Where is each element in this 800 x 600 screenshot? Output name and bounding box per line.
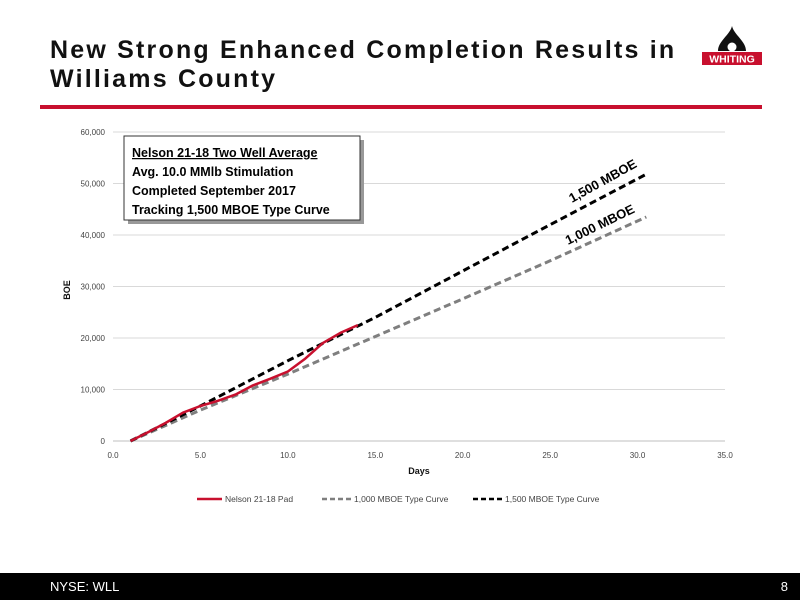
slide-title: New Strong Enhanced Completion Results i… — [50, 36, 677, 93]
x-tick-label: 15.0 — [367, 451, 383, 460]
annotation-box: Nelson 21-18 Two Well Average Avg. 10.0 … — [123, 135, 364, 224]
gridlines — [113, 131, 725, 390]
logo-banner — [702, 52, 762, 65]
x-tick-label: 5.0 — [195, 451, 207, 460]
y-tick-label: 0 — [101, 437, 106, 446]
legend-label-1500: 1,500 MBOE Type Curve — [505, 494, 600, 504]
y-tick-label: 40,000 — [81, 231, 106, 240]
x-axis-label: Days — [408, 466, 430, 476]
x-tick-labels: 0.0 5.0 10.0 15.0 20.0 25.0 30.0 35.0 — [107, 451, 733, 460]
annotation-line-1: Avg. 10.0 MMlb Stimulation — [132, 165, 293, 179]
annotation-title: Nelson 21-18 Two Well Average — [132, 146, 318, 160]
x-tick-label: 10.0 — [280, 451, 296, 460]
y-tick-label: 10,000 — [81, 386, 106, 395]
series-lines — [129, 172, 647, 443]
legend-label-1000: 1,000 MBOE Type Curve — [354, 494, 449, 504]
annotation-line-2: Completed September 2017 — [132, 184, 296, 198]
y-tick-label: 20,000 — [81, 334, 106, 343]
stock-ticker: NYSE: WLL — [50, 579, 120, 594]
y-tick-label: 30,000 — [81, 283, 106, 292]
logo-drop-icon — [718, 26, 746, 51]
y-tick-label: 50,000 — [81, 180, 106, 189]
annotation-line-3: Tracking 1,500 MBOE Type Curve — [132, 203, 330, 217]
title-divider — [40, 105, 762, 109]
whiting-logo: WHITING — [702, 26, 762, 66]
series-nelson-line — [129, 323, 359, 443]
footer-bar: NYSE: WLL 8 — [0, 573, 800, 600]
annotation-box-frame — [123, 135, 361, 221]
x-tick-label: 35.0 — [717, 451, 733, 460]
page-number: 8 — [780, 579, 788, 594]
logo-text: WHITING — [709, 54, 755, 66]
y-axis-label: BOE — [62, 280, 72, 300]
y-tick-label: 60,000 — [81, 128, 106, 137]
curve-label-1000: 1,000 MBOE — [563, 201, 637, 248]
y-tick-labels: 0 10,000 20,000 30,000 40,000 50,000 60,000 — [81, 128, 106, 446]
x-tick-label: 20.0 — [455, 451, 471, 460]
chart: 0 10,000 20,000 30,000 40,000 50,000 60,000 0.… — [62, 128, 733, 504]
x-tick-label: 0.0 — [107, 451, 119, 460]
series-1000-line — [129, 215, 647, 443]
legend: Nelson 21-18 Pad 1,000 MBOE Type Curve 1… — [197, 494, 600, 504]
x-tick-label: 25.0 — [542, 451, 558, 460]
logo-drop-dot — [727, 42, 737, 52]
legend-label-nelson: Nelson 21-18 Pad — [225, 494, 293, 504]
x-tick-label: 30.0 — [630, 451, 646, 460]
